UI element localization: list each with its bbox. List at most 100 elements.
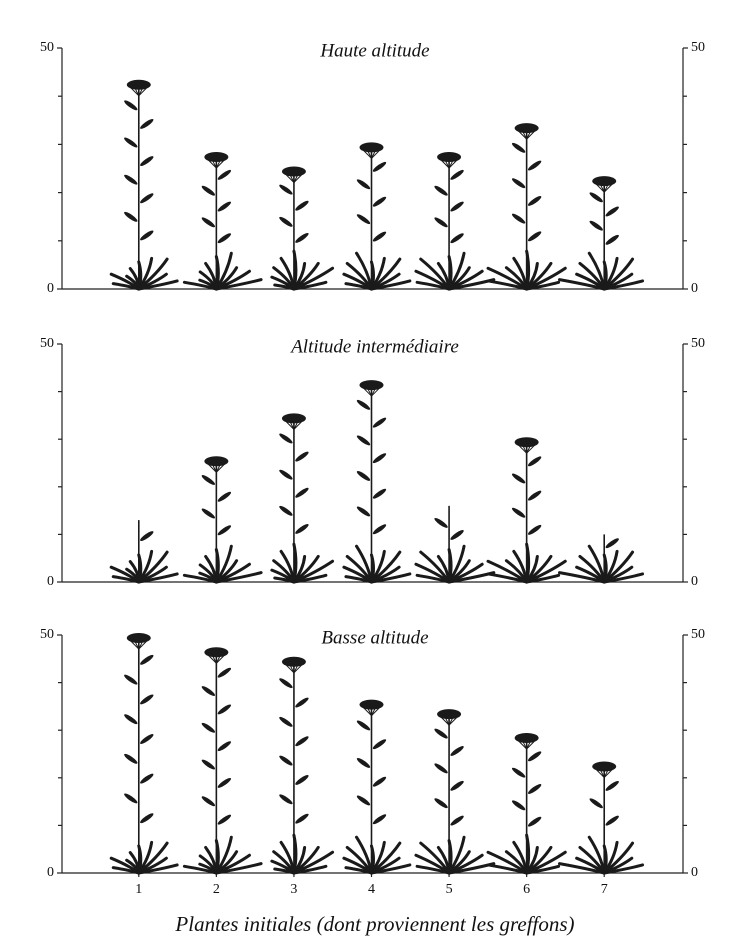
stem-leaf [434, 217, 448, 228]
leaf [525, 573, 561, 584]
y-tick-label: 50 [691, 627, 705, 642]
stem-leaf [372, 231, 387, 242]
flower-stalk [603, 767, 610, 778]
flower-stalk [371, 705, 377, 716]
flower-stalk [283, 662, 295, 674]
leaf [137, 279, 179, 291]
stem-leaf [434, 728, 448, 739]
stem-leaf [450, 169, 464, 180]
flower-stalk [133, 85, 140, 96]
y-tick-label: 0 [691, 865, 698, 880]
stem-leaf [295, 697, 309, 708]
leaf [525, 864, 561, 875]
stem-leaf [279, 678, 293, 689]
leaf [602, 863, 645, 875]
stem-leaf [356, 506, 371, 517]
stem-leaf [201, 217, 216, 228]
stem-leaf [201, 722, 216, 733]
stem-leaf [605, 206, 619, 217]
flower-stalk [371, 705, 382, 716]
leaf [292, 280, 328, 291]
flower-stalk [598, 767, 605, 778]
flower-stalk [516, 442, 527, 454]
stem-leaf [356, 758, 371, 768]
flower-stalk [371, 385, 382, 397]
panel-title: Haute altitude [319, 40, 429, 61]
leaf [602, 572, 645, 584]
stem-leaf [217, 525, 232, 536]
stem-leaf [201, 475, 216, 485]
stem-leaf [356, 720, 371, 731]
flower-stalk [366, 148, 372, 159]
flower-stalk [603, 181, 615, 193]
flower-stalk [215, 462, 222, 473]
stem-leaf [124, 137, 138, 148]
x-tick-label: 6 [523, 882, 530, 897]
stem-leaf [201, 508, 216, 519]
stem-leaf [372, 524, 387, 535]
stem-leaf [217, 233, 232, 244]
flower-stalk [138, 638, 150, 650]
stem-leaf [511, 800, 526, 811]
stem-leaf [372, 776, 387, 787]
stem-leaf [124, 211, 138, 222]
flower-stalk [371, 385, 377, 397]
flower-stalk [293, 172, 300, 183]
flower-stalk [288, 172, 295, 183]
stem-leaf [124, 674, 138, 685]
stem-leaf [450, 233, 464, 244]
flower-stalk [361, 705, 372, 716]
flower-stalk [210, 157, 217, 169]
stem-leaf [434, 763, 448, 774]
flower-stalk [293, 419, 305, 430]
flower-stalk [206, 652, 217, 664]
stem-leaf [140, 813, 154, 824]
flower-stalk [361, 385, 372, 397]
stem-leaf [201, 686, 216, 696]
stem-leaf [279, 794, 293, 805]
stem-leaf [434, 798, 448, 809]
flower-head [204, 456, 229, 467]
stem-leaf [217, 667, 232, 678]
flower-stalk [448, 157, 455, 169]
flower-head [437, 152, 462, 163]
stem-leaf [372, 453, 387, 464]
leaf [292, 864, 328, 875]
stem-leaf [450, 746, 464, 756]
flower-stalk [293, 662, 305, 674]
stem-leaf [201, 759, 216, 770]
stem-leaf [279, 505, 293, 516]
stem-leaf [356, 179, 371, 190]
y-tick-label: 50 [691, 40, 705, 55]
x-tick-label: 2 [213, 882, 220, 897]
flower-stalk [138, 85, 145, 96]
stem-leaf [511, 142, 526, 153]
stem-leaf [217, 777, 232, 788]
stem-leaf [201, 796, 216, 807]
stem-leaf [295, 451, 309, 462]
flower-stalk [216, 461, 227, 473]
flower-stalk [206, 461, 217, 473]
flower-head [514, 732, 539, 743]
flower-stalk [438, 714, 450, 726]
flower-stalk [210, 653, 217, 664]
flower-stalk [293, 172, 305, 183]
stem-leaf [511, 213, 526, 224]
flower-stalk [526, 442, 533, 454]
flower-head [281, 166, 306, 177]
flower-head [514, 437, 539, 448]
flower-stalk [210, 462, 217, 473]
stem-leaf [295, 523, 309, 534]
stem-leaf [279, 755, 293, 766]
leaf [214, 571, 263, 584]
stem-leaf [372, 814, 387, 825]
stem-leaf [605, 780, 619, 791]
flower-stalk [371, 148, 377, 159]
flower-stalk [448, 157, 460, 169]
stem-leaf [527, 751, 542, 762]
stem-leaf [450, 815, 464, 826]
flower-head [281, 413, 306, 424]
stem-leaf [279, 469, 293, 480]
stem-leaf [356, 214, 371, 225]
